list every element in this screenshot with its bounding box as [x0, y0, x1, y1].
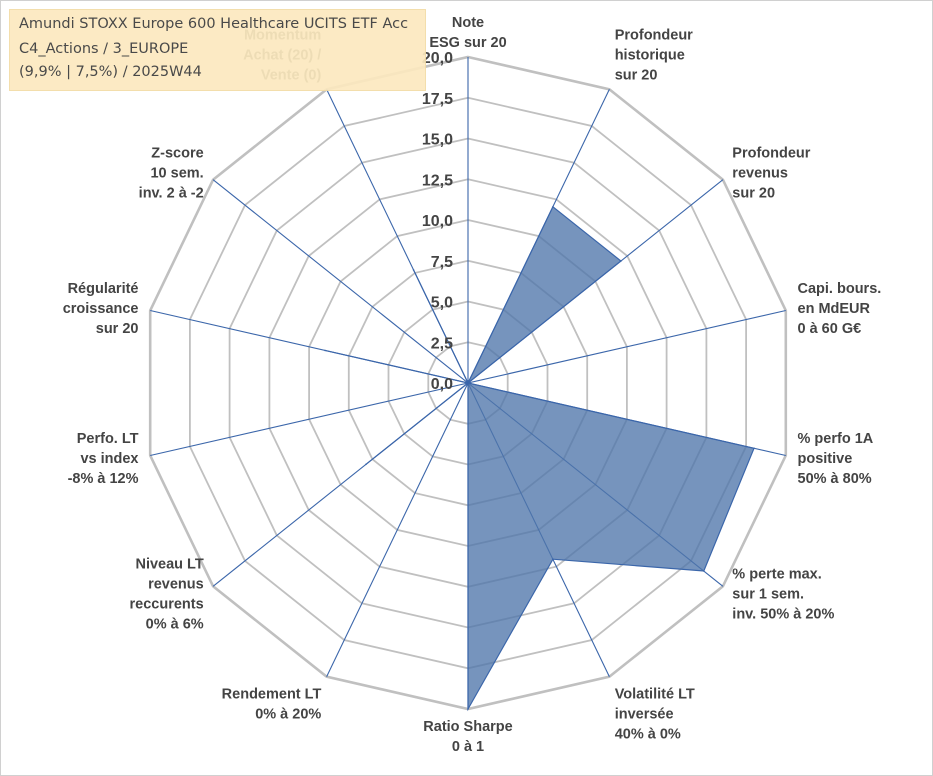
- data-point: [324, 349, 326, 352]
- data-point: [412, 269, 415, 271]
- axis-label-line: positive: [798, 451, 853, 467]
- axis-label-line: Capi. bours.: [798, 281, 882, 297]
- axis-label: Volatilité LT inversée 40% à 0%: [615, 687, 695, 743]
- data-series: [324, 205, 755, 712]
- title-box: Amundi STOXX Europe 600 Healthcare UCITS…: [9, 9, 426, 91]
- tick-label: 2,5: [431, 335, 453, 352]
- axis-label-line: ESG sur 20: [429, 35, 506, 51]
- axis-label: Note ESG sur 20: [429, 15, 506, 51]
- axis-label-line: inv. 50% à 20%: [732, 607, 834, 623]
- axis-label: % perfo 1A positive 50% à 80%: [798, 431, 874, 487]
- chart-title: Amundi STOXX Europe 600 Healthcare UCITS…: [19, 16, 409, 32]
- axis-label-line: 0% à 6%: [146, 617, 204, 633]
- data-point: [620, 260, 622, 262]
- data-point: [467, 382, 469, 384]
- data-point: [365, 463, 367, 466]
- axis-label-line: sur 20: [615, 67, 658, 83]
- axis-label-line: Rendement LT: [222, 687, 322, 703]
- axis-label-line: croissance: [63, 301, 139, 317]
- axis-label-line: vs index: [80, 451, 138, 467]
- data-point: [552, 558, 554, 560]
- data-point: [467, 708, 469, 710]
- axis-label-line: Note: [452, 15, 484, 31]
- axis-label-line: revenus: [732, 165, 788, 181]
- series-area: [324, 205, 755, 712]
- axis-label-line: reccurents: [130, 597, 204, 613]
- axis-label-line: Régularité: [68, 281, 139, 297]
- axis-label: Profondeur revenus sur 20: [732, 145, 810, 201]
- axis-label-line: Volatilité LT: [615, 687, 695, 703]
- axis-label-line: Ratio Sharpe: [423, 719, 512, 735]
- axis-label-line: Profondeur: [615, 27, 693, 43]
- axis-label-line: sur 1 sem.: [732, 587, 804, 603]
- axis-label-line: 0% à 20%: [255, 707, 321, 723]
- axis-label-line: sur 20: [96, 321, 139, 337]
- data-point: [552, 206, 554, 208]
- chart-category: C4_Actions / 3_EUROPE: [19, 41, 189, 57]
- axis-label-line: inv. 2 à -2: [139, 185, 204, 201]
- axis-label-line: Profondeur: [732, 145, 810, 161]
- axis-label-line: Z-score: [151, 145, 203, 161]
- axis-label: Niveau LT revenus reccurents 0% à 6%: [130, 557, 204, 633]
- axis-spoke: [326, 382, 469, 677]
- axis-label-line: % perfo 1A: [798, 431, 874, 447]
- tick-label: 5,0: [431, 295, 453, 312]
- axis-label: Capi. bours. en MdEUR 0 à 60 G€: [798, 281, 882, 337]
- axis-label-line: revenus: [148, 577, 204, 593]
- axis-label-line: historique: [615, 47, 685, 63]
- axis-label-line: Perfo. LT: [77, 431, 139, 447]
- axis-label-line: 10 sem.: [150, 165, 203, 181]
- radial-ticks: 0,0 2,5 5,0 7,5 10,0 12,5 15,0 17,5 20,0: [422, 50, 453, 393]
- axis-label: Z-score 10 sem. inv. 2 à -2: [139, 145, 204, 201]
- tick-label: 15,0: [422, 132, 453, 149]
- axis-spoke: [467, 309, 786, 384]
- axis-label: % perte max. sur 1 sem. inv. 50% à 20%: [732, 567, 834, 623]
- axis-label-line: inversée: [615, 707, 674, 723]
- tick-label: 12,5: [422, 172, 453, 189]
- axis-label-line: en MdEUR: [798, 301, 871, 317]
- data-point: [753, 447, 755, 450]
- axis-label-line: -8% à 12%: [68, 471, 139, 487]
- axis-label: Ratio Sharpe 0 à 1: [423, 719, 512, 755]
- tick-label: 0,0: [431, 376, 453, 393]
- axis-label: Perfo. LT vs index -8% à 12%: [68, 431, 139, 487]
- axis-label-line: % perte max.: [732, 567, 821, 583]
- axis-label-line: sur 20: [732, 185, 775, 201]
- chart-stats: (9,9% | 7,5%) / 2025W44: [19, 64, 202, 80]
- axis-label-line: 0 à 1: [452, 739, 484, 755]
- axis-label-line: 40% à 0%: [615, 727, 681, 743]
- tick-label: 7,5: [431, 254, 453, 271]
- axis-spoke: [212, 179, 469, 384]
- axis-spoke: [150, 382, 469, 457]
- axis-label-line: 0 à 60 G€: [798, 321, 862, 337]
- tick-label: 10,0: [422, 213, 453, 230]
- tick-label: 17,5: [422, 91, 453, 108]
- data-point: [703, 570, 705, 572]
- tick-label: 20,0: [422, 50, 453, 67]
- axis-label: Profondeur historique sur 20: [615, 27, 693, 83]
- axis-label: Rendement LT 0% à 20%: [222, 687, 322, 723]
- axis-label-line: Niveau LT: [135, 557, 203, 573]
- axis-label: Régularité croissance sur 20: [63, 281, 139, 337]
- axis-label-line: 50% à 80%: [798, 471, 872, 487]
